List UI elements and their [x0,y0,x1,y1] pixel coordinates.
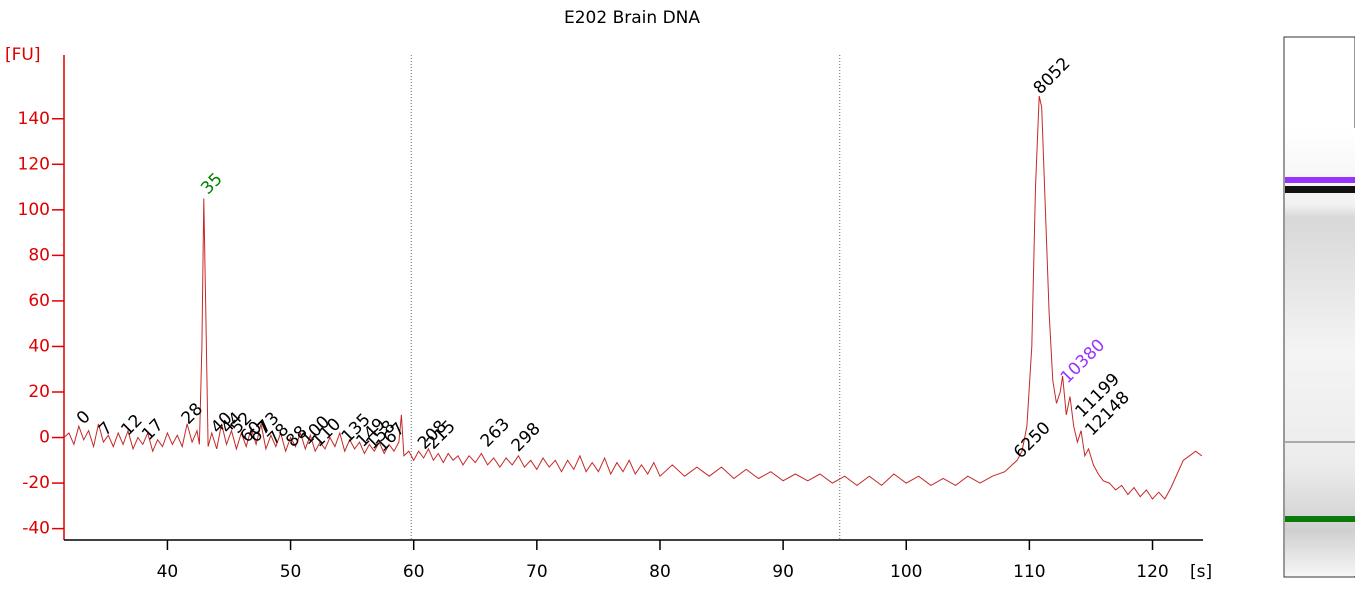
gel-band [1285,516,1355,522]
peak-label: 35 [197,169,226,198]
chart-title: E202 Brain DNA [564,8,700,28]
y-tick-label: 100 [18,200,50,220]
peak-label: 0 [73,407,95,429]
y-tick-label: 120 [18,154,50,174]
y-tick-label: 0 [39,428,50,448]
signal-line [63,95,1203,500]
y-tick-label: -40 [22,519,50,539]
gel-lane [1283,36,1355,578]
gel-band [1285,441,1355,443]
x-tick-label: 90 [772,562,794,582]
y-tick-label: 140 [18,109,50,129]
y-tick-label: 60 [28,291,50,311]
peak-label: 8052 [1030,54,1075,99]
x-tick-label: 120 [1136,562,1168,582]
peak-label: 28 [178,399,207,428]
peak-label: 7 [95,418,117,440]
peak-label: 6250 [1010,418,1055,463]
x-tick-label: 50 [280,562,302,582]
y-tick-label: 20 [28,382,50,402]
y-tick-label: -20 [22,473,50,493]
x-tick-label: 70 [526,562,548,582]
gel-background [1285,128,1355,576]
x-tick-label: 60 [403,562,425,582]
peak-label: 298 [508,419,545,456]
x-tick-label: 110 [1013,562,1045,582]
gel-band [1285,186,1355,193]
peak-label: 17 [138,415,167,444]
y-axis-label: [FU] [5,45,41,65]
x-tick-label: 80 [649,562,671,582]
x-tick-label: 40 [157,562,179,582]
x-axis-label: [s] [1190,562,1212,582]
y-tick-label: 80 [28,245,50,265]
y-tick-label: 40 [28,336,50,356]
gel-band [1285,177,1355,183]
peak-label: 263 [477,414,514,451]
x-tick-label: 100 [890,562,922,582]
